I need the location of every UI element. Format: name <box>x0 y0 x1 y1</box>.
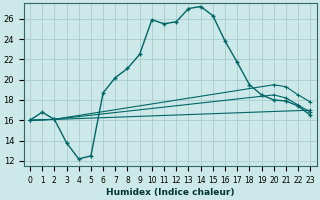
X-axis label: Humidex (Indice chaleur): Humidex (Indice chaleur) <box>106 188 235 197</box>
